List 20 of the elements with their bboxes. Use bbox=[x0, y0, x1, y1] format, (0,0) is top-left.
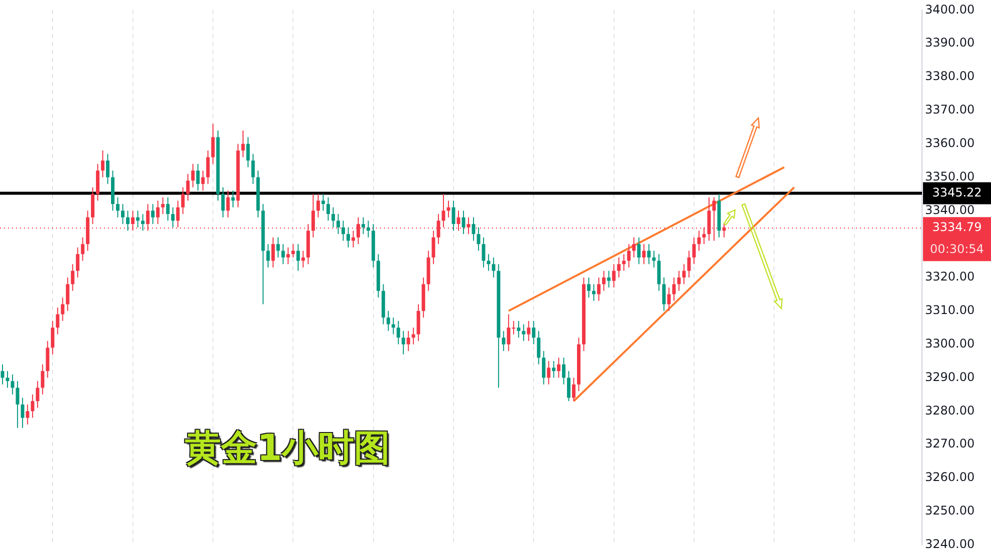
y-tick-label: 3300.00 bbox=[925, 336, 975, 350]
y-tick-label: 3400.00 bbox=[925, 2, 975, 16]
text: 黄金1小时图 bbox=[185, 427, 390, 471]
y-tick-label: 3340.00 bbox=[925, 202, 975, 217]
y-tick-label: 3390.00 bbox=[925, 36, 975, 50]
y-tick-label: 3280.00 bbox=[925, 403, 975, 418]
y-tick-label: 3360.00 bbox=[925, 136, 975, 150]
y-tick-label: 3350.00 bbox=[925, 169, 975, 184]
text: 00:30:54 bbox=[930, 242, 984, 256]
y-tick-label: 3240.00 bbox=[925, 536, 975, 551]
y-tick-label: 3310.00 bbox=[925, 303, 975, 318]
y-tick-label: 3380.00 bbox=[925, 69, 975, 84]
y-tick-label: 3260.00 bbox=[925, 470, 975, 484]
y-tick-label: 3320.00 bbox=[925, 270, 975, 284]
y-tick-label: 3290.00 bbox=[925, 370, 975, 384]
ref-line-label: 3345.22 bbox=[932, 185, 982, 200]
y-tick-label: 3370.00 bbox=[925, 102, 975, 117]
y-tick-label: 3270.00 bbox=[925, 436, 975, 451]
ref-line-label: 3334.79 bbox=[932, 220, 982, 234]
y-tick-label: 3250.00 bbox=[925, 504, 975, 518]
